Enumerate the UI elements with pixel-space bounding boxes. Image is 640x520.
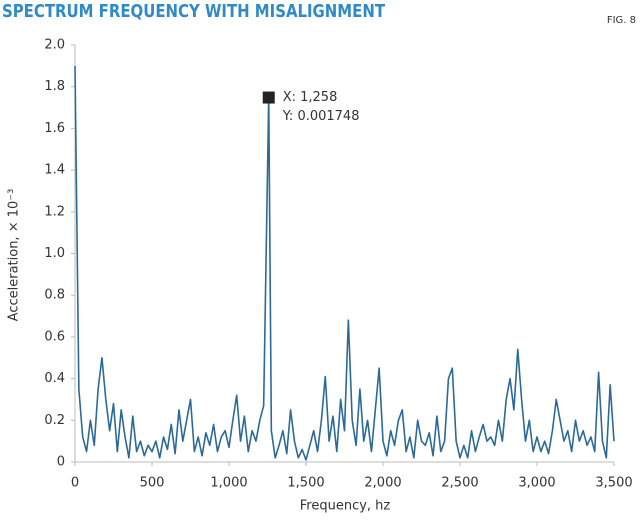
x-tick-label: 0 [71, 476, 79, 491]
y-tick-label: 0.2 [44, 413, 65, 428]
data-tip-y: Y: 0.001748 [282, 109, 360, 124]
data-tip-marker [262, 91, 275, 104]
x-tick-label: 2,500 [441, 476, 478, 491]
x-tick-label: 500 [140, 476, 165, 491]
y-tick-label: 0.8 [44, 288, 65, 303]
y-axis-title: Acceleration, × 10⁻³ [7, 189, 22, 322]
x-tick-label: 3,000 [518, 476, 555, 491]
y-tick-label: 1.4 [44, 163, 65, 178]
data-tip-x: X: 1,258 [283, 90, 338, 105]
x-tick-label: 1,500 [287, 476, 324, 491]
figure-label: FIG. 8 [607, 15, 636, 26]
x-tick-label: 3,500 [595, 476, 632, 491]
y-tick-label: 1.2 [44, 204, 65, 219]
x-tick-label: 1,000 [210, 476, 247, 491]
y-tick-label: 1.0 [44, 246, 65, 261]
y-tick-label: 0.4 [44, 371, 65, 386]
y-tick-label: 1.8 [44, 79, 65, 94]
x-tick-label: 2,000 [364, 476, 401, 491]
y-tick-label: 0 [57, 455, 65, 470]
y-tick-label: 0.6 [44, 329, 65, 344]
spectrum-line [74, 65, 615, 461]
y-tick-label: 2.0 [44, 38, 65, 53]
x-axis-title: Frequency, hz [300, 499, 391, 514]
chart-title: SPECTRUM FREQUENCY WITH MISALIGNMENT [2, 1, 386, 22]
y-tick-label: 1.6 [44, 121, 65, 136]
